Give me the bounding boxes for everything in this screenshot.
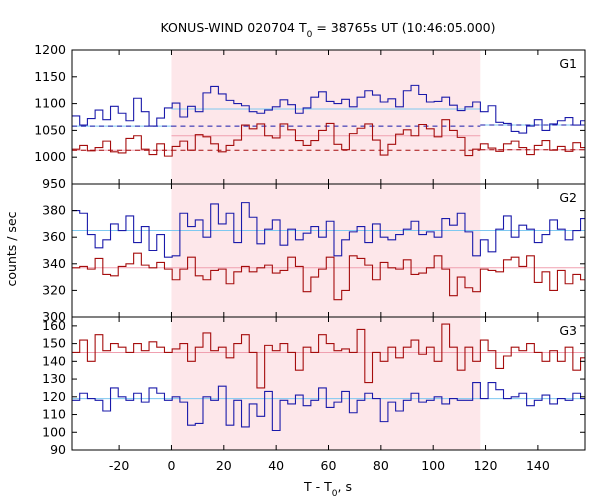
chart-title: KONUS-WIND 020704 T0 = 38765s UT (10:46:… <box>160 20 495 40</box>
y-tick-label: 150 <box>42 336 66 351</box>
panel-label-g2: G2 <box>559 190 577 205</box>
y-tick-label: 340 <box>42 256 66 271</box>
x-axis-label-prefix: T - T <box>303 479 332 494</box>
panel-label-g1: G1 <box>559 56 577 71</box>
y-axis-label: counts / sec <box>4 211 19 286</box>
highlight-interval <box>171 50 481 184</box>
y-tick-label: 140 <box>42 353 66 368</box>
x-tick-label: -20 <box>109 458 129 473</box>
chart-title-prefix: KONUS-WIND 020704 T <box>160 20 306 35</box>
y-tick-label: 110 <box>42 407 66 422</box>
chart-title-suffix: = 38765s UT (10:46:05.000) <box>312 20 495 35</box>
panel-label-g3: G3 <box>559 323 577 338</box>
series-step-line-blue <box>72 382 585 432</box>
x-tick-label: 80 <box>373 458 389 473</box>
x-tick-label: 100 <box>421 458 445 473</box>
y-tick-label: 1200 <box>34 42 66 57</box>
series-step-line-red <box>72 323 585 389</box>
x-tick-label: 40 <box>268 458 284 473</box>
y-tick-label: 130 <box>42 371 66 386</box>
x-tick-label: 120 <box>474 458 498 473</box>
series-step-line-red <box>72 119 585 157</box>
y-tick-label: 1100 <box>34 96 66 111</box>
y-tick-label: 380 <box>42 203 66 218</box>
x-tick-label: 20 <box>216 458 232 473</box>
series-step-line-blue <box>72 84 585 134</box>
y-tick-label: 320 <box>42 282 66 297</box>
y-tick-label: 950 <box>42 176 66 191</box>
x-tick-label: 0 <box>167 458 175 473</box>
panel-g3: 90 100 110 120 130 140 150 160 G3 <box>42 316 586 457</box>
y-tick-label: 360 <box>42 229 66 244</box>
y-tick-label: 160 <box>42 318 66 333</box>
y-tick-label: 1150 <box>34 69 66 84</box>
x-tick-label: 140 <box>526 458 550 473</box>
x-tick-label: 60 <box>321 458 337 473</box>
panels-group: 95010001050110011501200G1300320340360380… <box>34 42 586 473</box>
y-tick-label: 300 <box>42 309 66 324</box>
x-axis-label-suffix: , s <box>338 479 352 494</box>
series-step-line-red <box>72 252 585 301</box>
panel-g1: 950 1000 1050 1100 1150 1200 G1 <box>34 42 586 191</box>
y-tick-label: 120 <box>42 389 66 404</box>
x-axis-label-subscript: 0 <box>332 489 338 499</box>
panel-g2: 300 320 340 360 380 G2 <box>42 183 586 324</box>
chart-title-subscript: 0 <box>307 30 313 40</box>
y-tick-label: 1050 <box>34 122 66 137</box>
highlight-interval <box>171 184 481 317</box>
x-axis-label: T - T0, s <box>303 479 352 499</box>
y-tick-label: 100 <box>42 424 66 439</box>
y-tick-label: 1000 <box>34 149 66 164</box>
y-tick-label: 90 <box>50 442 66 457</box>
series-step-line-blue <box>72 202 585 258</box>
